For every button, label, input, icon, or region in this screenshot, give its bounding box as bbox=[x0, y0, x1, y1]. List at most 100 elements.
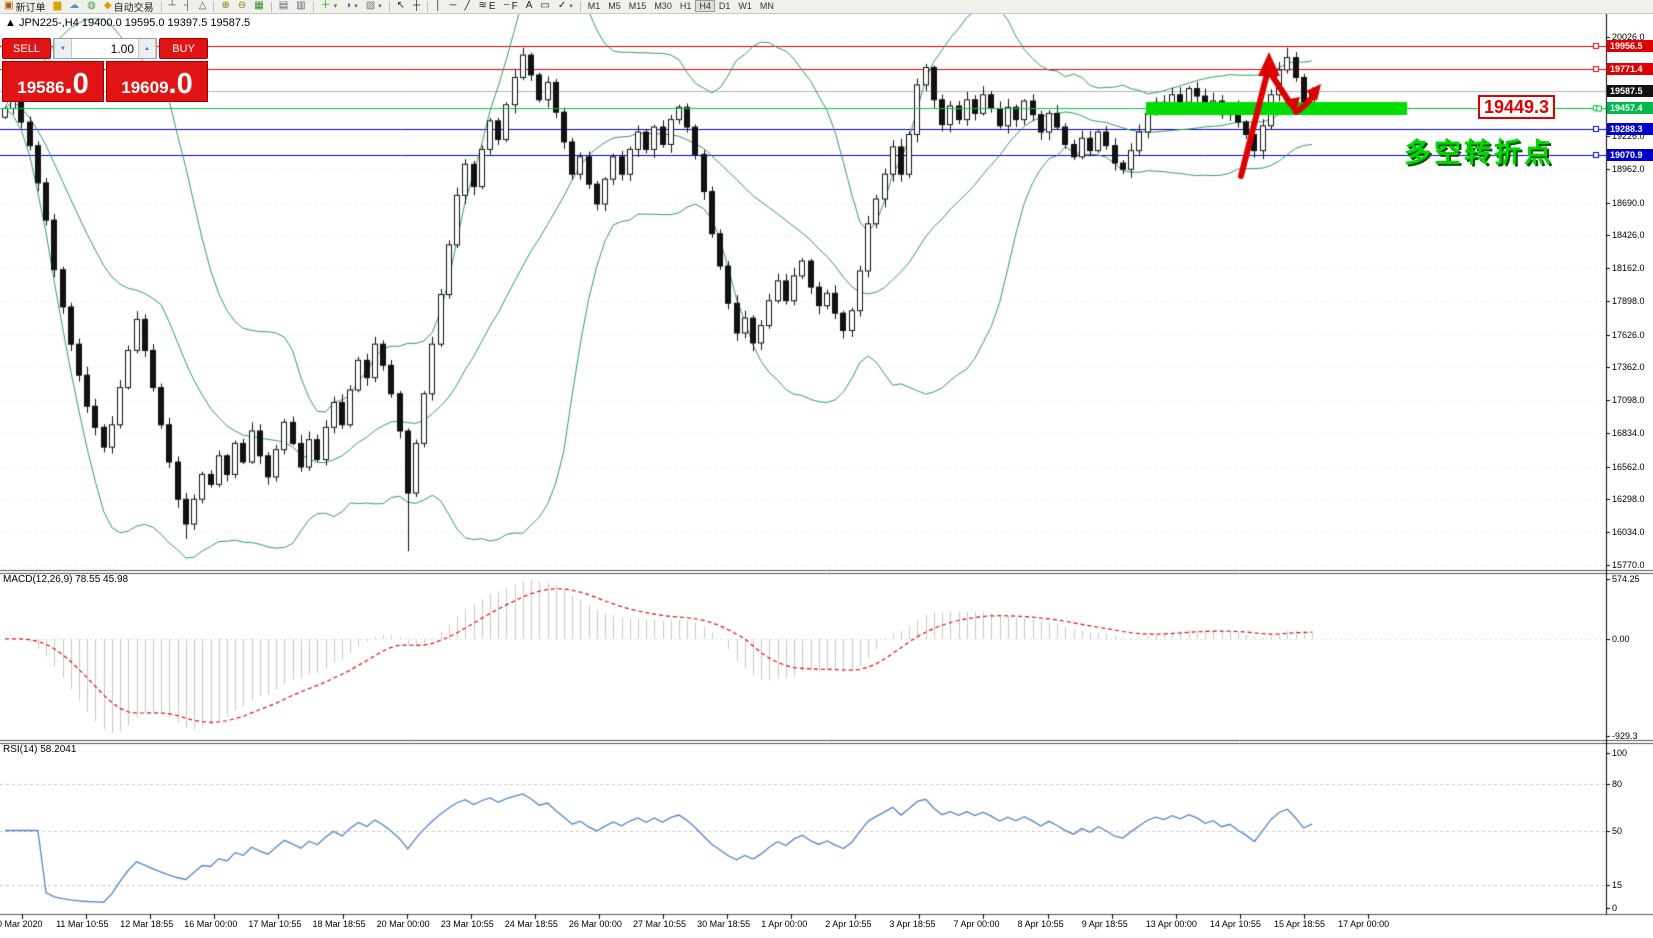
date-label: 8 Apr 10:55 bbox=[1017, 919, 1064, 929]
volume-stepper: ▼ 1.00 ▲ bbox=[53, 38, 157, 59]
macd-axis-tick: 0.00 bbox=[1612, 634, 1630, 644]
rsi-axis-tick: 100 bbox=[1612, 748, 1628, 758]
timeframe-button-m1[interactable]: M1 bbox=[587, 1, 601, 11]
price-tag-19771.4: 19771.4 bbox=[1607, 62, 1653, 75]
timeframe-button-m15[interactable]: M15 bbox=[628, 1, 647, 11]
periods-clock-button-glyph: ◑ bbox=[345, 0, 352, 11]
timeframe-button-h1[interactable]: H1 bbox=[679, 1, 692, 11]
arrows-tool-glyph: ✓ bbox=[557, 0, 567, 11]
date-label: 7 Apr 00:00 bbox=[953, 919, 1000, 929]
timeframe-button-mn[interactable]: MN bbox=[759, 1, 774, 11]
date-label: 11 Mar 10:55 bbox=[56, 919, 109, 929]
macd-label: MACD(12,26,9) 78.55 45.98 bbox=[3, 574, 129, 585]
macd-axis-tick: -929.3 bbox=[1612, 731, 1638, 742]
rsi-axis-tick: 50 bbox=[1612, 825, 1623, 836]
templates-button-glyph: ▨ bbox=[365, 0, 376, 11]
sell-price-button[interactable]: 19586 .0 bbox=[2, 61, 104, 102]
cascade-window-icon[interactable]: ▥ bbox=[292, 1, 309, 11]
gold-icon-glyph: ▆ bbox=[53, 0, 62, 11]
fibonacci-tool[interactable]: ┈ F bbox=[500, 1, 522, 12]
price-axis-tick: 17626.0 bbox=[1612, 329, 1645, 340]
autotrading-button[interactable]: ◆ 自动交易 bbox=[100, 0, 158, 14]
periods-clock-button[interactable]: ◑ ▾ bbox=[341, 1, 362, 11]
fibonacci-tool-label: F bbox=[511, 0, 518, 12]
price-axis-tick: 17362.0 bbox=[1612, 362, 1645, 373]
timeframe-button-m30[interactable]: M30 bbox=[654, 1, 672, 11]
new-order-button[interactable]: ▣ 新订单 bbox=[0, 0, 49, 14]
symbol-ohlc-text: JPN225-,H4 19400.0 19595.0 19397.5 19587… bbox=[18, 17, 251, 29]
rsi-axis-tick: 0 bbox=[1612, 903, 1618, 913]
zoom-out-icon[interactable]: ⊖ bbox=[234, 1, 250, 11]
toolbar-separator bbox=[270, 1, 272, 12]
auto-scroll-icon-glyph: ┤ bbox=[183, 0, 191, 11]
volume-up-button[interactable]: ▲ bbox=[138, 39, 156, 58]
channel-tool-glyph: ≋ bbox=[478, 0, 487, 11]
new-order-button-glyph: ▣ bbox=[4, 0, 14, 11]
timeframe-button-w1[interactable]: W1 bbox=[738, 1, 752, 11]
symbol-direction-icon: ▲ bbox=[5, 17, 16, 29]
price-axis-tick: 18690.0 bbox=[1612, 197, 1645, 208]
price-axis-tick: 19226.0 bbox=[1612, 131, 1645, 142]
crosshair-tool-glyph: ┼ bbox=[413, 0, 421, 11]
price-axis-tick: 20026.0 bbox=[1612, 32, 1645, 42]
date-label: 3 Apr 18:55 bbox=[889, 919, 936, 929]
zoom-out-icon-glyph: ⊖ bbox=[237, 0, 247, 11]
toolbar-separator bbox=[388, 1, 390, 12]
indicators-add-button[interactable]: ＋ ▾ bbox=[317, 1, 342, 11]
dropdown-caret-icon: ▾ bbox=[378, 3, 382, 10]
date-label: 17 Mar 10:55 bbox=[248, 919, 302, 929]
horizontal-line-tool-glyph: ─ bbox=[449, 0, 457, 11]
chart-window-icon[interactable]: ▤ bbox=[275, 1, 292, 11]
date-label: 10 Mar 2020 bbox=[0, 919, 43, 929]
crosshair-tool[interactable]: ┼ bbox=[409, 1, 424, 11]
price-axis-tick: 18962.0 bbox=[1612, 163, 1645, 174]
signal-icon[interactable]: ◍ bbox=[83, 1, 100, 11]
date-label: 17 Apr 00:00 bbox=[1338, 919, 1390, 929]
label-tool-glyph: ▭ bbox=[540, 0, 550, 11]
profile-icon[interactable]: △ bbox=[195, 1, 211, 11]
timeframe-button-d1[interactable]: D1 bbox=[718, 1, 731, 11]
buy-price-dec: .0 bbox=[168, 68, 193, 100]
chinese-note-text[interactable]: 多空转折点 bbox=[1404, 138, 1554, 168]
horizontal-line-tool[interactable]: ─ bbox=[445, 1, 460, 11]
autotrading-button-glyph: ◆ bbox=[103, 0, 112, 11]
price-axis-tick: 16298.0 bbox=[1612, 494, 1645, 505]
text-tool[interactable]: A bbox=[522, 1, 537, 11]
cursor-tool[interactable]: ↖ bbox=[393, 1, 409, 11]
price-callout-label[interactable]: 19449.3 bbox=[1478, 95, 1556, 119]
buy-button[interactable]: BUY bbox=[159, 38, 208, 59]
toolbar-separator bbox=[312, 1, 314, 12]
dropdown-caret-icon: ▾ bbox=[569, 3, 573, 10]
price-axis-tick: 18162.0 bbox=[1612, 263, 1645, 274]
date-label: 15 Apr 18:55 bbox=[1274, 919, 1326, 929]
price-axis-tick: 16834.0 bbox=[1612, 427, 1645, 438]
price-axis-tick: 16562.0 bbox=[1612, 461, 1645, 472]
date-label: 13 Apr 00:00 bbox=[1145, 919, 1197, 929]
chart-shift-icon[interactable]: ┴ bbox=[165, 1, 180, 11]
auto-scroll-icon[interactable]: ┤ bbox=[180, 1, 195, 11]
gold-icon[interactable]: ▆ bbox=[49, 1, 65, 11]
sell-button[interactable]: SELL bbox=[2, 38, 51, 59]
tile-windows-icon[interactable]: ▦ bbox=[250, 1, 267, 11]
date-label: 18 Mar 18:55 bbox=[312, 919, 366, 929]
volume-down-button[interactable]: ▼ bbox=[54, 39, 72, 58]
text-tool-glyph: A bbox=[525, 0, 533, 11]
channel-tool[interactable]: ≋ E bbox=[475, 1, 500, 12]
trendline-tool[interactable]: ╱ bbox=[461, 1, 475, 11]
timeframe-button-h4[interactable]: H4 bbox=[695, 0, 715, 12]
cloud-icon[interactable]: ☁ bbox=[65, 1, 83, 11]
vertical-line-tool[interactable]: │ bbox=[431, 1, 445, 11]
volume-input[interactable]: 1.00 bbox=[110, 42, 134, 56]
arrows-tool[interactable]: ✓ ▾ bbox=[554, 1, 577, 11]
zoom-in-icon[interactable]: ⊕ bbox=[217, 1, 233, 11]
label-tool[interactable]: ▭ bbox=[536, 1, 553, 11]
templates-button[interactable]: ▨ ▾ bbox=[362, 1, 386, 11]
timeframe-button-m5[interactable]: M5 bbox=[608, 1, 621, 11]
new-order-button-label: 新订单 bbox=[15, 2, 46, 14]
date-label: 1 Apr 00:00 bbox=[761, 919, 808, 929]
date-label: 16 Mar 00:00 bbox=[184, 919, 238, 929]
rsi-axis-tick: 15 bbox=[1612, 879, 1623, 890]
buy-price-button[interactable]: 19609 .0 bbox=[106, 61, 208, 102]
